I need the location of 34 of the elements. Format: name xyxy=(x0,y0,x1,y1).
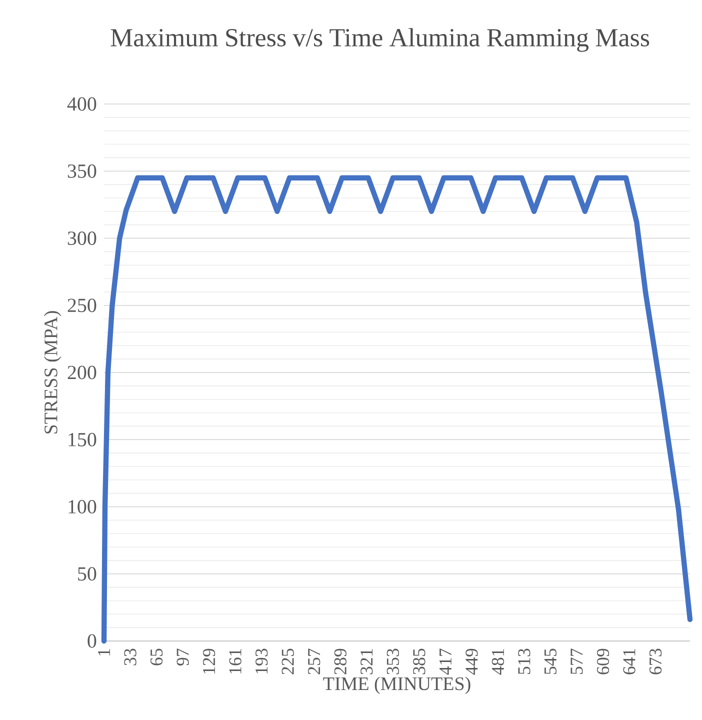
x-tick-label: 577 xyxy=(570,648,583,674)
x-tick-label: 449 xyxy=(466,648,478,675)
x-tick-label: 609 xyxy=(596,648,610,674)
y-axis-title: STRESS (MPA) xyxy=(44,311,62,434)
x-tick-label: 129 xyxy=(203,648,216,674)
x-tick-label: 1 xyxy=(98,649,110,656)
y-tick-label: 200 xyxy=(68,366,96,380)
chart-title: Maximum Stress v/s Time Alumina Ramming Mass xyxy=(110,28,650,52)
y-tick-label: 300 xyxy=(68,232,96,245)
x-tick-label: 513 xyxy=(518,648,530,674)
y-tick-label: 350 xyxy=(68,164,96,178)
x-tick-label: 33 xyxy=(124,648,136,666)
x-tick-label: 321 xyxy=(360,649,373,674)
x-tick-label: 225 xyxy=(282,648,294,674)
y-tick-label: 0 xyxy=(88,634,96,648)
x-tick-label: 353 xyxy=(386,648,399,674)
x-tick-label: 161 xyxy=(229,649,242,674)
x-tick-label: 417 xyxy=(439,648,452,675)
y-tick-label: 400 xyxy=(67,97,96,111)
x-tick-label: 641 xyxy=(623,649,636,674)
x-tick-label: 193 xyxy=(256,648,268,674)
y-tick-label: 100 xyxy=(68,500,96,514)
x-tick-label: 65 xyxy=(150,648,163,666)
x-tick-label: 385 xyxy=(413,648,426,674)
y-tick-label: 50 xyxy=(78,567,96,581)
x-axis-title: TIME (MINUTES) xyxy=(323,676,470,694)
x-tick-label: 257 xyxy=(308,648,320,674)
x-tick-label: 481 xyxy=(492,649,504,675)
x-tick-label: 673 xyxy=(649,648,662,674)
y-tick-label: 250 xyxy=(68,298,96,312)
y-tick-label: 150 xyxy=(68,432,96,446)
x-tick-label: 97 xyxy=(176,648,189,666)
x-tick-label: 289 xyxy=(334,648,346,674)
x-tick-label: 545 xyxy=(544,648,556,674)
